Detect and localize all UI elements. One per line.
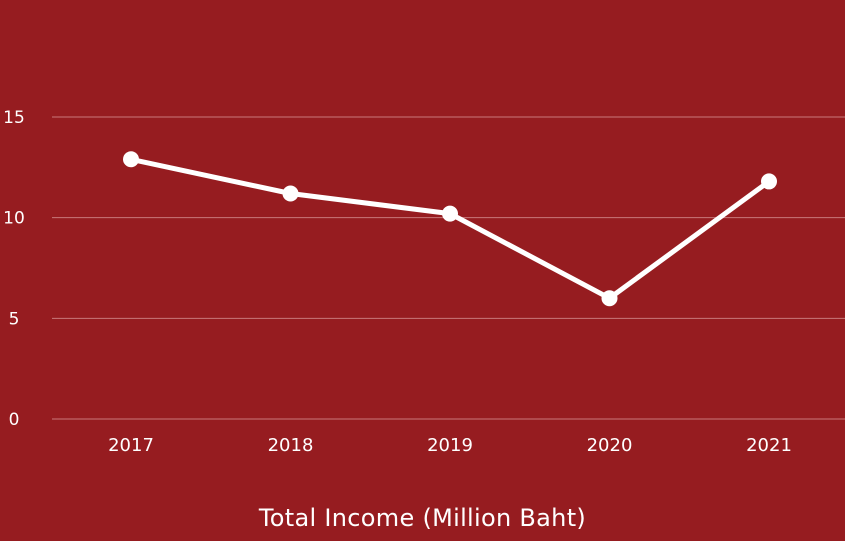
y-tick-label: 0 xyxy=(9,410,20,430)
data-point-2020 xyxy=(601,290,618,307)
x-tick-label: 2020 xyxy=(587,435,633,456)
x-tick-label: 2018 xyxy=(268,435,314,456)
x-tick-label: 2017 xyxy=(108,435,154,456)
data-point-2019 xyxy=(442,205,458,222)
data-point-2018 xyxy=(282,185,299,202)
series-line xyxy=(128,156,772,301)
x-tick-label: 2021 xyxy=(746,435,792,456)
y-tick-label: 5 xyxy=(9,309,20,329)
x-axis-title: Total Income (Million Baht) xyxy=(258,504,587,532)
y-tick-label: 15 xyxy=(3,108,25,128)
data-point-2021 xyxy=(761,173,777,190)
x-tick-label: 2019 xyxy=(427,435,473,456)
y-tick-label: 10 xyxy=(3,209,25,229)
data-point-2017 xyxy=(123,151,139,168)
